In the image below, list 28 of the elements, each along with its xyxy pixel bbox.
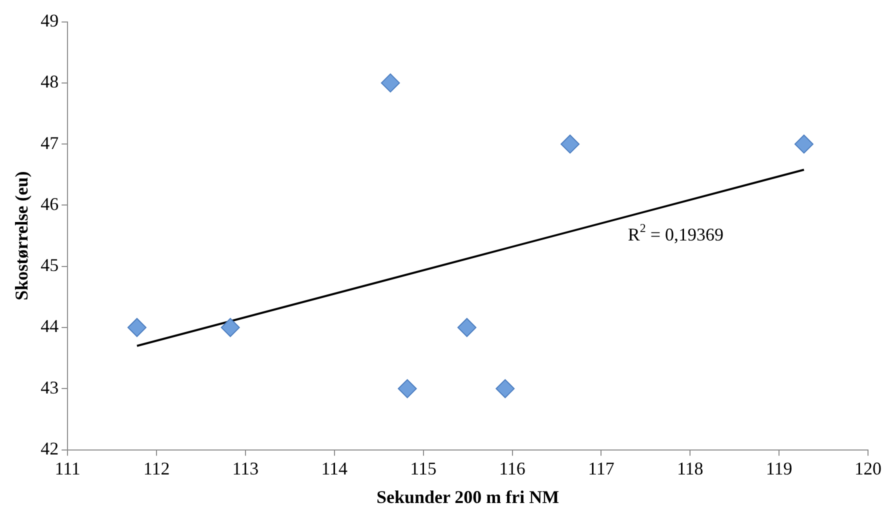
point bbox=[560, 134, 580, 154]
point bbox=[398, 379, 417, 398]
x-tick-label: 120 bbox=[854, 458, 882, 478]
x-tick-label: 119 bbox=[766, 458, 792, 478]
x-tick-label: 116 bbox=[499, 458, 526, 478]
x-tick-label: 115 bbox=[410, 458, 437, 478]
y-tick-label: 47 bbox=[40, 132, 59, 153]
y-tick-label: 42 bbox=[40, 438, 59, 459]
y-tick-label: 45 bbox=[40, 255, 59, 276]
x-tick-label: 113 bbox=[232, 458, 259, 478]
x-axis-title: Sekunder 200 m fri NM bbox=[376, 486, 560, 507]
y-tick-label: 48 bbox=[40, 72, 59, 92]
y-tick-label: 43 bbox=[40, 377, 59, 398]
point bbox=[380, 73, 400, 92]
x-tick-label: 111 bbox=[54, 458, 80, 478]
x-tick-label: 118 bbox=[676, 458, 704, 478]
y-tick-label: 44 bbox=[40, 316, 59, 336]
x-tick-label: 114 bbox=[321, 458, 348, 478]
point bbox=[794, 134, 814, 154]
y-axis-title: Skostørrelse (eu) bbox=[11, 171, 32, 300]
point bbox=[457, 318, 476, 338]
point bbox=[496, 379, 515, 398]
y-tick-label: 49 bbox=[40, 10, 59, 31]
point bbox=[127, 318, 146, 338]
x-tick-label: 112 bbox=[143, 458, 170, 478]
y-tick-label: 46 bbox=[40, 194, 59, 214]
point bbox=[220, 318, 240, 338]
x-tick-label: 117 bbox=[588, 458, 614, 478]
